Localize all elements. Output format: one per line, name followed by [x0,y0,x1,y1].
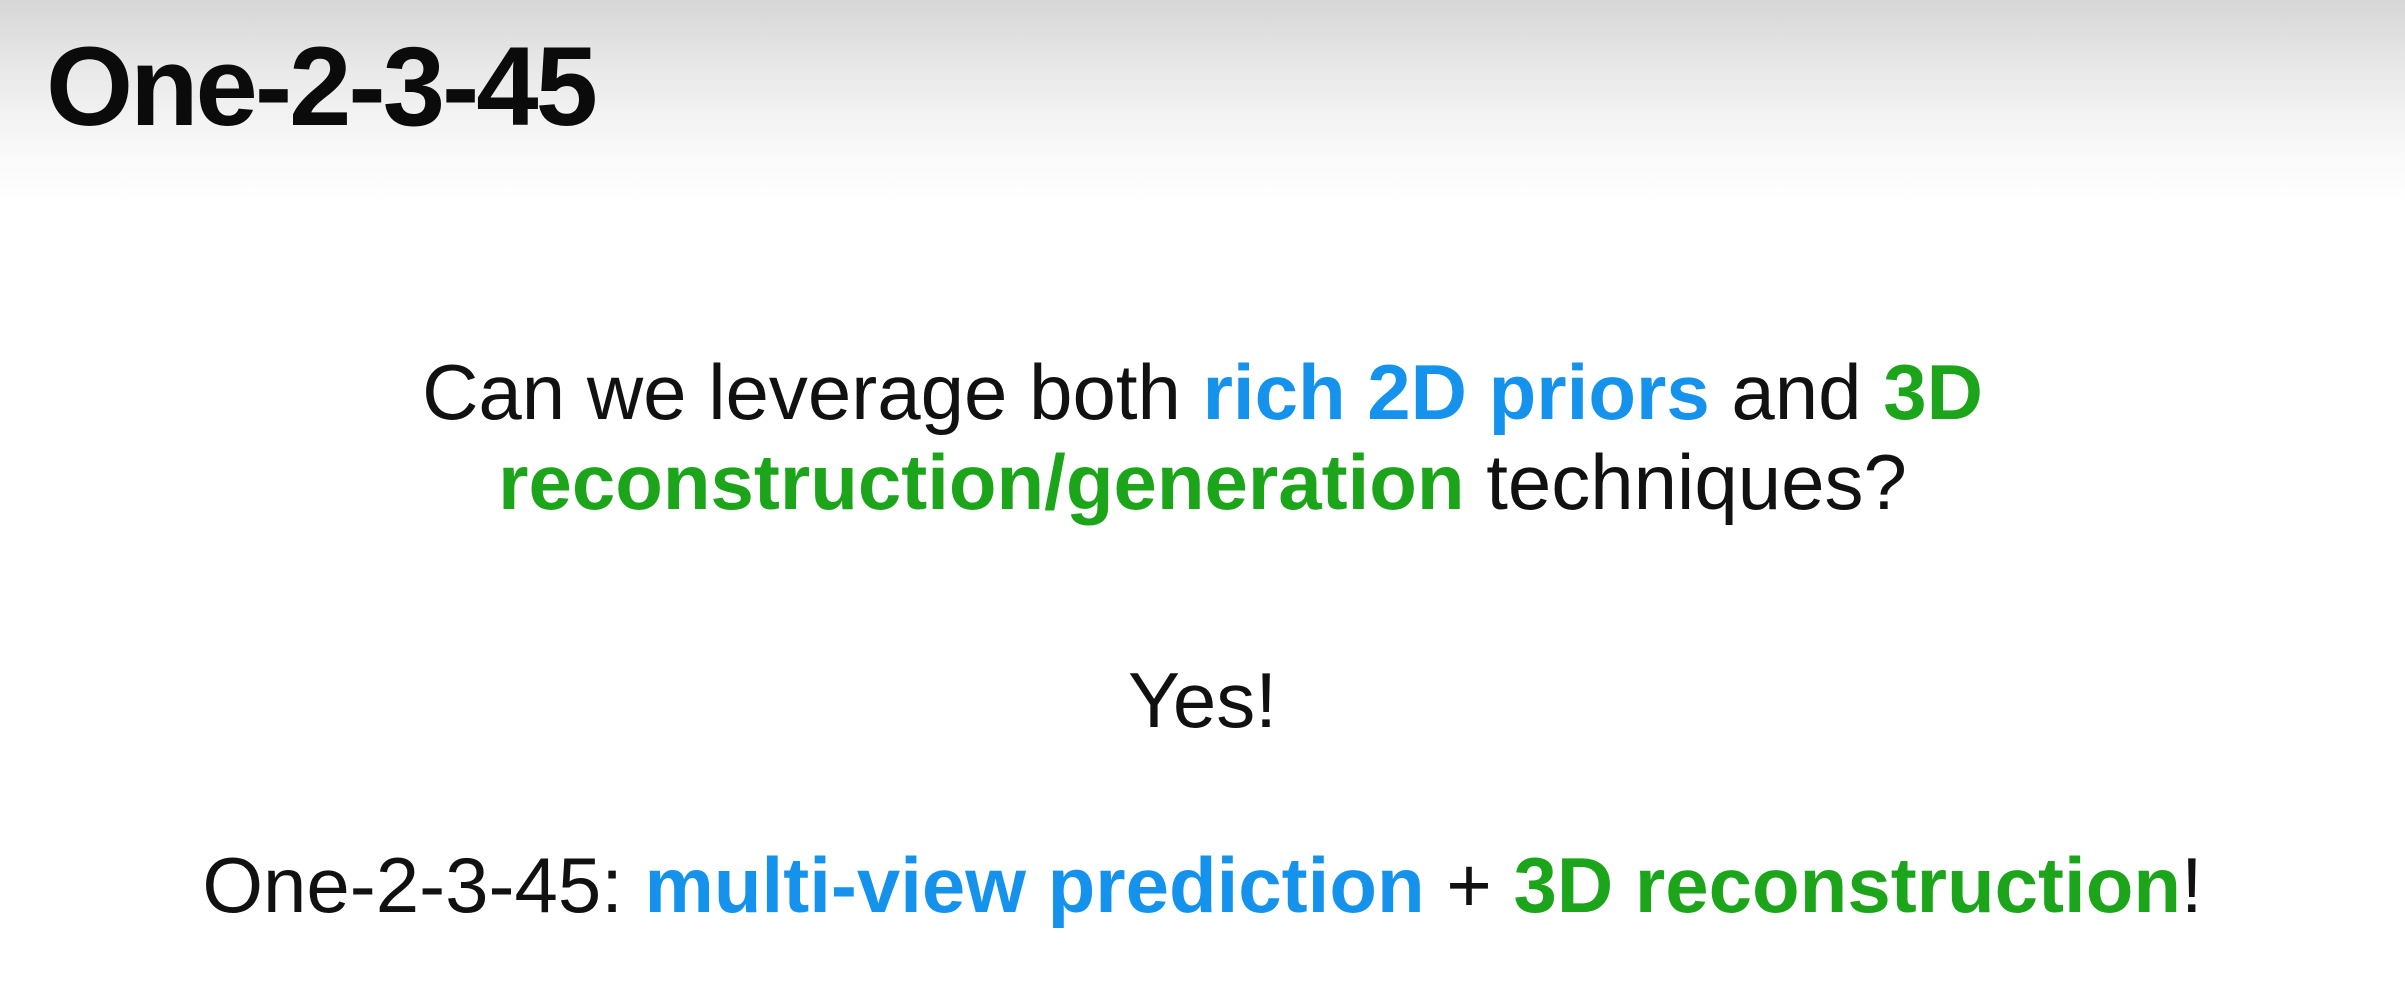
question-part-2: and [1709,348,1884,436]
summary-highlight-multi-view: multi-view prediction [644,841,1425,929]
summary-prefix: One-2-3-45: [202,841,645,929]
slide-title: One-2-3-45 [46,24,598,149]
summary-text: One-2-3-45: multi-view prediction + 3D r… [0,840,2405,930]
summary-connector: + [1424,841,1514,929]
question-highlight-3d-reconstruction: 3D reconstruction/generation [498,348,1983,526]
question-part-3: techniques? [1464,438,1907,526]
summary-highlight-3d-reconstruction: 3D reconstruction [1513,841,2181,929]
question-part-1: Can we leverage both [422,348,1203,436]
answer-text: Yes! [1128,656,1277,744]
question-text: Can we leverage both rich 2D priors and … [200,347,2205,527]
question-highlight-2d-priors: rich 2D priors [1202,348,1710,436]
title-bar-background [0,0,2405,200]
summary-suffix: ! [2181,841,2203,929]
